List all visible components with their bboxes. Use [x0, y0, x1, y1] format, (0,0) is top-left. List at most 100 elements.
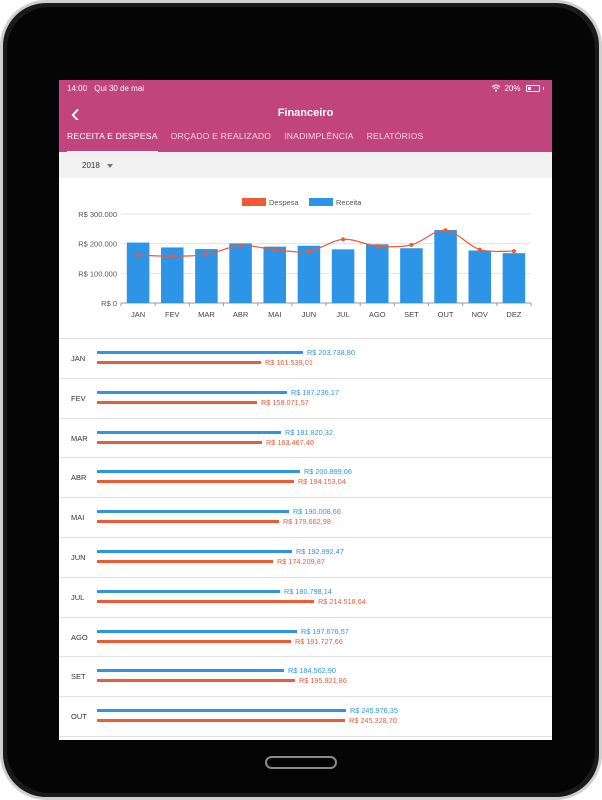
- month-label: MAI: [71, 513, 85, 523]
- month-row: MAI R$ 190.008,66 R$ 179.662,98: [59, 498, 552, 538]
- month-label: ABR: [71, 473, 87, 483]
- receita-bar: [434, 230, 457, 303]
- app-screen: 14:00 Qui 30 de mai 20% Financeiro RECEI…: [59, 80, 552, 740]
- year-select-value: 2018: [82, 160, 100, 170]
- receita-bar: [365, 244, 389, 303]
- despesa-point: [272, 247, 277, 252]
- receita-bar: [97, 589, 280, 593]
- receita-value: R$ 245.976,35: [350, 706, 398, 716]
- despesa-point: [306, 249, 311, 254]
- receita-bar: [263, 246, 287, 303]
- despesa-bar: [97, 719, 345, 723]
- status-bar: 14:00 Qui 30 de mai 20%: [59, 80, 552, 96]
- month-row: JAN R$ 203.738,80 R$ 161.539,01: [59, 339, 552, 379]
- tab-relatorios[interactable]: RELATÓRIOS: [366, 131, 424, 141]
- y-tick-label: R$ 200.000: [78, 240, 117, 249]
- month-row: JUL R$ 180.798,14 R$ 214.518,64: [59, 578, 552, 618]
- legend-receita-label: Receita: [336, 198, 362, 207]
- receita-bar: [468, 250, 492, 303]
- receita-bar: [331, 249, 355, 303]
- month-label: JUN: [71, 552, 86, 562]
- despesa-line: [138, 229, 514, 257]
- caret-down-icon: [107, 163, 114, 168]
- receita-bar: [97, 669, 284, 673]
- despesa-point: [238, 243, 243, 248]
- despesa-point: [136, 253, 141, 258]
- tab-bar: RECEITA E DESPESA ORÇADO E REALIZADO INA…: [59, 120, 552, 158]
- year-filter-bar: 2018: [59, 152, 552, 178]
- back-button[interactable]: [65, 104, 85, 126]
- tab-orcado-realizado[interactable]: ORÇADO E REALIZADO: [170, 131, 272, 141]
- legend-receita-swatch: [309, 198, 333, 206]
- tab-receita-despesa[interactable]: RECEITA E DESPESA: [67, 120, 158, 153]
- receita-bar: [97, 430, 281, 434]
- despesa-point: [341, 237, 346, 242]
- y-tick-label: R$ 300.000: [78, 210, 117, 219]
- x-tick-label: OUT: [438, 310, 454, 319]
- wifi-icon: [492, 84, 501, 92]
- receita-value: R$ 187.236,17: [291, 387, 339, 397]
- page-title: Financeiro: [277, 107, 334, 119]
- chart-container: R$ 0 R$ 100.000 R$ 200.000 R$ 300.000 JAN FEV…: [59, 178, 552, 338]
- home-button[interactable]: [265, 756, 337, 769]
- receita-bar: [297, 245, 321, 303]
- despesa-value: R$ 163.467,40: [266, 437, 314, 447]
- battery-icon: [525, 84, 540, 92]
- receita-bar: [160, 247, 184, 303]
- receita-bar: [502, 253, 526, 303]
- x-tick-label: MAR: [198, 310, 215, 319]
- x-tick-label: NOV: [472, 310, 488, 319]
- despesa-value: R$ 214.518,64: [318, 596, 366, 606]
- despesa-point: [170, 254, 175, 259]
- despesa-bar: [97, 361, 261, 364]
- receita-bar: [97, 351, 303, 354]
- receita-value: R$ 181.820,32: [285, 427, 333, 437]
- battery-tip: [542, 86, 544, 90]
- x-tick-label: SET: [404, 310, 419, 319]
- despesa-bar: [97, 520, 279, 524]
- month-row: MAR R$ 181.820,32 R$ 163.467,40: [59, 419, 552, 459]
- despesa-value: R$ 158.071,57: [261, 397, 309, 407]
- year-select[interactable]: 2018: [82, 160, 114, 170]
- despesa-value: R$ 245.328,70: [349, 716, 397, 726]
- despesa-point: [204, 252, 209, 257]
- despesa-point: [409, 242, 414, 247]
- despesa-bar: [97, 480, 294, 484]
- x-tick-label: AGO: [369, 310, 386, 319]
- receita-value: R$ 200.899,06: [304, 467, 352, 477]
- chart-divider: [59, 338, 552, 339]
- receita-bar: [97, 390, 287, 394]
- month-row: JUN R$ 192.992,47 R$ 174.209,87: [59, 538, 552, 578]
- month-label: AGO: [71, 632, 88, 642]
- receita-despesa-chart: R$ 0 R$ 100.000 R$ 200.000 R$ 300.000 JAN FEV…: [78, 198, 532, 319]
- despesa-bar: [97, 400, 257, 404]
- status-time: 14:00: [67, 83, 88, 93]
- receita-value: R$ 197.676,57: [301, 626, 349, 636]
- despesa-point: [443, 228, 448, 233]
- despesa-bar: [97, 599, 314, 603]
- x-tick-label: MAI: [268, 310, 281, 319]
- month-row: OUT R$ 245.976,35 R$ 245.328,70: [59, 697, 552, 737]
- month-label: FEV: [71, 393, 86, 403]
- month-label: JUL: [71, 592, 85, 602]
- receita-bar: [195, 249, 218, 303]
- receita-bar: [229, 243, 252, 303]
- receita-bar: [400, 248, 423, 303]
- despesa-value: R$ 194.153,04: [298, 477, 346, 487]
- receita-bar: [97, 629, 297, 633]
- x-tick-label: ABR: [233, 310, 249, 319]
- month-label: JAN: [71, 354, 86, 363]
- x-tick-label: JUL: [336, 310, 349, 319]
- despesa-value: R$ 174.209,87: [277, 556, 325, 566]
- legend-despesa-label: Despesa: [269, 198, 299, 207]
- tab-inadimplencia[interactable]: INADIMPLÊNCIA: [284, 131, 354, 141]
- despesa-value: R$ 179.662,98: [283, 517, 331, 527]
- x-tick-label: FEV: [165, 310, 180, 319]
- x-tick-label: JAN: [131, 310, 145, 319]
- month-row: ABR R$ 200.899,06 R$ 194.153,04: [59, 458, 552, 499]
- receita-bar: [97, 470, 300, 474]
- receita-value: R$ 192.992,47: [296, 546, 344, 556]
- x-tick-label: DEZ: [506, 310, 521, 319]
- despesa-point: [375, 244, 380, 249]
- legend-despesa-swatch: [242, 198, 266, 206]
